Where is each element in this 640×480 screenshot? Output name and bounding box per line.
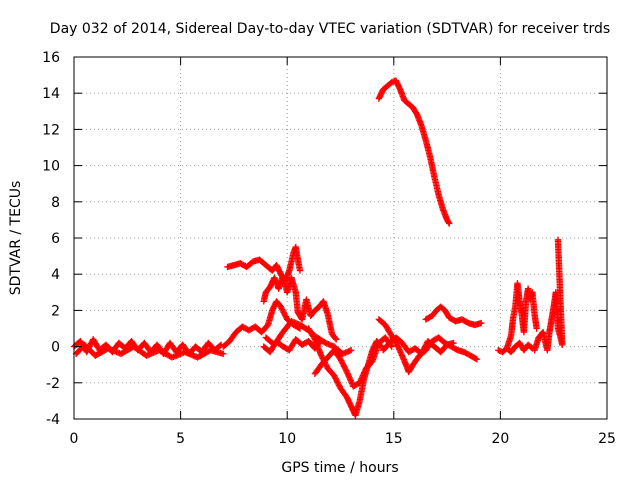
point-arc-rise-7-9h — [277, 303, 285, 310]
point-arc-dip-11-14h-b — [340, 361, 347, 369]
x-tick-label: 5 — [176, 431, 185, 447]
point-arc-14-17h-b — [420, 346, 427, 353]
point-arc-dip-11-14h-b — [339, 360, 346, 367]
point-arc-dip-11-14h-b — [342, 365, 349, 373]
point-arc-big-14-17.6h — [445, 219, 452, 226]
point-arc-big-14-17.6h — [446, 220, 453, 227]
x-axis-label: GPS time / hours — [281, 460, 398, 476]
point-arc-dip-11-14h — [332, 375, 339, 382]
point-arc-20.5-21.5h-spikes — [533, 325, 540, 332]
y-tick-label: -2 — [46, 376, 60, 392]
data-points — [70, 77, 566, 419]
y-tick-label: 16 — [42, 50, 60, 66]
y-tick-label: 14 — [42, 86, 60, 102]
point-arc-dip-11-14h — [323, 362, 330, 369]
point-arc-dip-11-14h — [318, 352, 325, 359]
point-arc-dip-11-14h — [333, 377, 341, 385]
point-arc-14-19h-a — [473, 356, 481, 363]
point-arc-21.5-23h — [554, 236, 562, 244]
point-arc-upper-7-10h — [296, 267, 304, 274]
point-arc-dip-11-14h-b — [340, 363, 348, 370]
y-tick-label: -4 — [46, 412, 60, 428]
point-arc-rise-7-9h — [279, 307, 287, 315]
point-arc-14-17h-b — [419, 349, 426, 356]
point-arc-dip-11-14h — [335, 380, 342, 388]
y-tick-label: 2 — [51, 303, 60, 319]
chart-title: Day 032 of 2014, Sidereal Day-to-day VTE… — [50, 21, 610, 37]
point-arc-dip-11-14h — [318, 353, 326, 361]
x-tick-labels: 0 5 10 15 20 25 — [70, 431, 616, 447]
point-arc-rise-7-9h — [281, 310, 288, 318]
point-arc-14-17h-b — [450, 339, 457, 347]
x-tick-label: 10 — [278, 431, 296, 447]
point-arc-14-17h-b — [418, 350, 425, 358]
y-tick-label: 0 — [51, 340, 60, 356]
point-arc-dip-11-14h-b — [341, 364, 348, 371]
point-arc-dip-11-14h-b — [342, 367, 350, 374]
point-arc-spike-9-11h — [332, 335, 339, 342]
y-tick-label: 10 — [42, 159, 60, 175]
point-arc-14-17h-b — [422, 342, 429, 349]
point-arc-rise-7-9h — [280, 309, 287, 316]
point-arc-dip-11-14h — [310, 334, 318, 342]
point-arc-rise-7-9h — [279, 306, 286, 313]
axis-ticks — [73, 56, 608, 420]
point-arc-dip-11-14h-b — [338, 358, 346, 366]
x-tick-label: 20 — [491, 431, 509, 447]
point-arc-16.5-19h — [478, 319, 485, 327]
point-arc-dip-11-14h-b — [338, 357, 345, 364]
y-tick-labels: -4 -2 0 2 4 6 8 10 12 14 16 — [42, 50, 60, 428]
point-arc-14-17h-b — [419, 347, 427, 355]
point-arc-mid-9-12h — [347, 347, 355, 354]
point-arc-dip-11-14h — [330, 372, 338, 379]
point-arc-14-17h-b — [421, 343, 429, 351]
point-arc-dip-11-14h — [331, 373, 339, 381]
y-axis-label: SDTVAR / TECUs — [8, 181, 24, 296]
x-tick-label: 25 — [598, 431, 616, 447]
point-arc-rise-7-9h — [282, 313, 289, 320]
point-arc-14-17h-b — [421, 345, 428, 352]
point-arc-dip-11-14h-b — [337, 356, 344, 363]
y-tick-label: 6 — [51, 231, 60, 247]
point-arc-14-19h-a — [394, 342, 401, 349]
point-arc-dip-11-14h — [334, 379, 341, 386]
point-arc-rise-7-9h — [281, 312, 289, 319]
y-tick-label: 12 — [42, 122, 60, 138]
point-arc-14-19h-a — [472, 355, 479, 362]
point-arc-rise-7-9h — [278, 304, 285, 312]
point-arc-dip-11-14h — [333, 376, 340, 383]
point-arc-low-morning-2 — [220, 350, 227, 358]
x-tick-label: 0 — [70, 431, 79, 447]
y-tick-label: 4 — [51, 267, 60, 283]
y-tick-label: 8 — [51, 195, 60, 211]
point-arc-dip-11-14h — [335, 382, 343, 389]
x-tick-label: 15 — [385, 431, 403, 447]
point-arc-spike-9-11h — [333, 336, 340, 343]
